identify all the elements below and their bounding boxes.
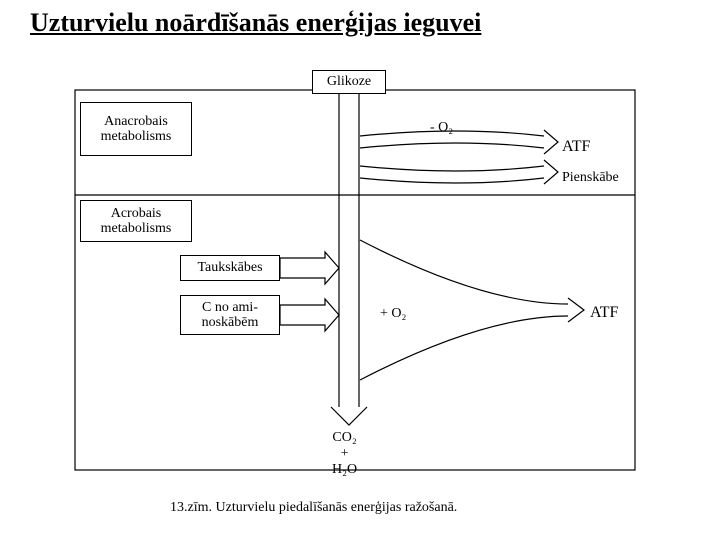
page-title: Uzturvielu noārdīšanās enerģijas ieguvei [30,8,481,38]
label-co2-h2o: CO₂ + H₂O [332,430,357,478]
label-pienskabe: Pienskābe [562,170,619,186]
label-plus-o2: + O₂ [380,306,406,322]
box-c-amino: C no ami- noskābēm [180,295,280,335]
diagram-area: Glikoze Anacrobais metabolisms Acrobais … [60,60,650,480]
label-minus-o2: - O₂ [430,120,453,136]
label-atf-anaerobic: ATF [562,138,590,156]
box-anaerobais: Anacrobais metabolisms [80,102,192,156]
box-aerobais: Acrobais metabolisms [80,200,192,242]
label-atf-aerobic: ATF [590,304,618,322]
figure-caption: 13.zīm. Uzturvielu piedalīšanās enerģija… [170,500,457,516]
box-glikoze: Glikoze [312,70,386,94]
box-taukskabes: Taukskābes [180,255,280,281]
